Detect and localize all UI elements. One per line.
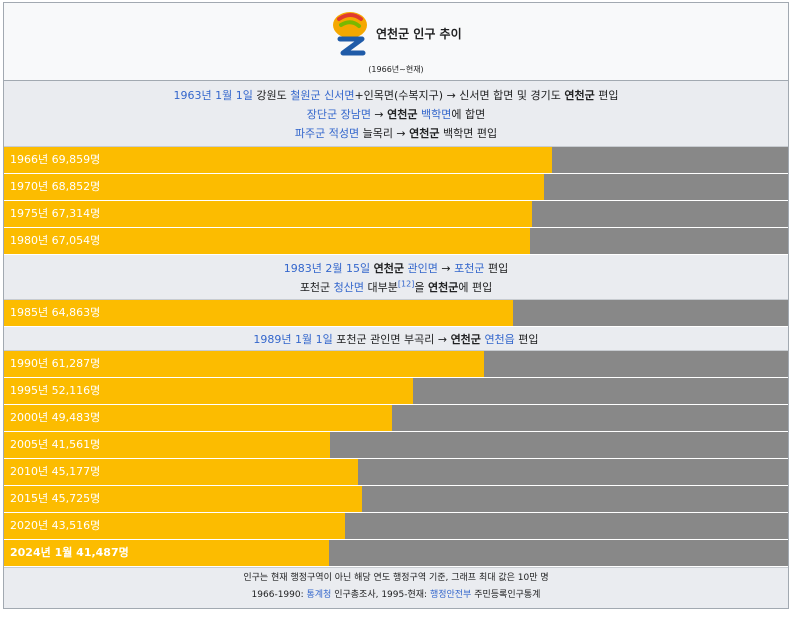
bar-row: 2010년 45,177명 [4,459,788,486]
bar-row: 1995년 52,116명 [4,378,788,405]
note-bold: 연천군 [387,108,418,121]
bar-fill [4,351,485,377]
date-link[interactable]: 1963년 1월 1일 [173,89,253,102]
note-bold: 연천군 [450,333,481,346]
bar-label: 2024년 1월 41,487명 [10,546,129,559]
bar-row: 1985년 64,863명 [4,300,788,327]
bar-label: 1995년 52,116명 [10,384,101,397]
note-bold: 연천군 [427,281,459,294]
pocheon-link[interactable]: 포천군 [454,262,485,275]
population-table: 연천군 인구 추이 (1966년~현재) 1963년 1월 1일 강원도 철원군… [3,2,789,609]
bar-row: 1970년 68,852명 [4,174,788,201]
date-link[interactable]: 1983년 2월 15일 [283,262,371,275]
bar-group-1966-1980: 1966년 69,859명 1970년 68,852명 1975년 67,314명 1… [4,147,788,255]
bar-fill [4,201,532,227]
cheongsan-link[interactable]: 청산면 [333,281,365,294]
bar-label: 2000년 49,483명 [10,411,101,424]
footer-sources: 1966-1990: 통계청 인구총조사, 1995-현재: 행정안전부 주민등… [4,587,788,604]
note-text: 백학면 편입 [439,127,498,140]
bar-fill [4,459,359,485]
bar-fill [4,300,513,326]
note-line: 포천군 청산면 대부분[12]을 연천군에 편입 [4,278,788,297]
note-line: 1983년 2월 15일 연천군 관인면 → 포천군 편입 [4,259,788,278]
footer-text: 주민등록인구통계 [471,590,541,600]
bar-fill [4,174,544,200]
note-1963: 1963년 1월 1일 강원도 철원군 신서면+인목면(수복지구) → 신서면 … [4,81,788,147]
bar-label: 2010년 45,177명 [10,465,101,478]
note-line: 장단군 장남면 → 연천군 백학면에 합면 [4,105,788,124]
bar-fill [4,405,392,431]
bar-fill [4,378,413,404]
baekhak-link[interactable]: 백학면 [421,108,452,121]
note-bold: 연천군 [564,89,595,102]
bar-group-1990-2024: 1990년 61,287명 1995년 52,116명 2000년 49,483명 2… [4,351,788,567]
note-text: 대부분 [364,281,398,294]
bar-row: 1980년 67,054명 [4,228,788,255]
note-text: 편입 [514,333,539,346]
note-1983: 1983년 2월 15일 연천군 관인면 → 포천군 편입 포천군 청산면 대부… [4,255,788,300]
bar-group-1985: 1985년 64,863명 [4,300,788,327]
bar-row: 2015년 45,725명 [4,486,788,513]
note-line: 1989년 1월 1일 포천군 관인면 부곡리 → 연천군 연천읍 편입 [4,330,788,349]
gwanin-link[interactable]: 관인면 [407,262,438,275]
date-link[interactable]: 1989년 1월 1일 [253,333,333,346]
bar-fill [4,228,530,254]
bar-fill [4,432,330,458]
footer-text: 1966-1990: [251,590,307,600]
bar-row: 2024년 1월 41,487명 [4,540,788,567]
note-text: 편입 [594,89,619,102]
note-text: 에 합면 [451,108,486,121]
note-text: 을 [414,281,428,294]
bar-row: 2005년 41,561명 [4,432,788,459]
bar-label: 1970년 68,852명 [10,180,101,193]
bar-row: 1990년 61,287명 [4,351,788,378]
bar-label: 2005년 41,561명 [10,438,101,451]
note-line: 파주군 적성면 늘목리 → 연천군 백학면 편입 [4,124,788,143]
footnote-12-link[interactable]: [12] [397,279,415,289]
statistics-korea-link[interactable]: 통계청 [306,590,332,600]
note-bold: 연천군 [409,127,440,140]
paju-jeokseong-link[interactable]: 파주군 적성면 [294,127,360,140]
bar-row: 2020년 43,516명 [4,513,788,540]
note-text: 포천군 관인면 부곡리 → [332,333,451,346]
bar-fill [4,513,346,539]
chart-title: 연천군 인구 추이 [376,27,462,41]
bar-fill [4,486,363,512]
bar-row: 1966년 69,859명 [4,147,788,174]
bar-label: 1966년 69,859명 [10,153,101,166]
bar-fill [4,540,330,566]
table-header: 연천군 인구 추이 (1966년~현재) [4,3,788,81]
footer-note: 인구는 현재 행정구역이 아닌 해당 연도 행정구역 기준, 그래프 최대 값은… [243,573,549,583]
bar-label: 2020년 43,516명 [10,519,101,532]
bar-row: 2000년 49,483명 [4,405,788,432]
note-text: 에 편입 [458,281,493,294]
note-text: → [370,108,388,121]
note-bold: 연천군 [373,262,404,275]
table-footer: 인구는 현재 행정구역이 아닌 해당 연도 행정구역 기준, 그래프 최대 값은… [4,567,788,608]
mois-link[interactable]: 행정안전부 [429,590,472,600]
note-text: 포천군 [299,281,334,294]
bar-label: 1980년 67,054명 [10,234,101,247]
jangdan-jangnam-link[interactable]: 장단군 장남면 [306,108,371,121]
yeoncheon-logo-icon [333,12,367,56]
note-text: 강원도 [252,89,291,102]
yeoncheon-eup-link[interactable]: 연천읍 [484,333,515,346]
note-line: 1963년 1월 1일 강원도 철원군 신서면+인목면(수복지구) → 신서면 … [4,86,788,105]
bar-row: 1975년 67,314명 [4,201,788,228]
bar-label: 1985년 64,863명 [10,306,101,319]
note-1989: 1989년 1월 1일 포천군 관인면 부곡리 → 연천군 연천읍 편입 [4,327,788,351]
note-text: 편입 [484,262,509,275]
note-text: 늘목리 → [359,127,410,140]
footer-text: 인구총조사, 1995-현재: [331,590,430,600]
bar-label: 2015년 45,725명 [10,492,101,505]
note-text: → [437,262,455,275]
bar-fill [4,147,552,173]
cheorwon-sinseo-link[interactable]: 철원군 신서면 [290,89,355,102]
note-text: +인목면(수복지구) → 신서면 합면 및 경기도 [354,89,565,102]
bar-label: 1990년 61,287명 [10,357,101,370]
bar-label: 1975년 67,314명 [10,207,101,220]
chart-subtitle: (1966년~현재) [368,65,424,74]
